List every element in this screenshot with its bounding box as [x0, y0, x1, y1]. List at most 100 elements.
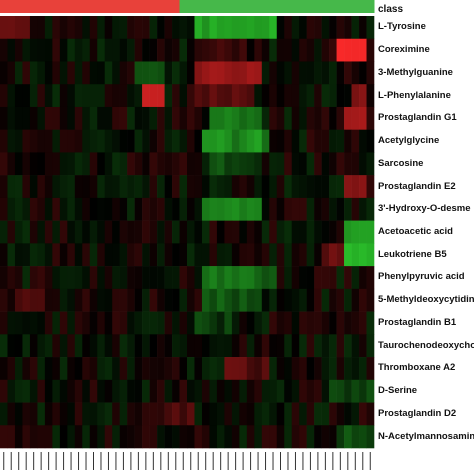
heatmap-cell — [276, 266, 285, 290]
heatmap-cell — [7, 197, 16, 221]
heatmap-cell — [44, 266, 53, 290]
heatmap-cell — [134, 175, 143, 199]
heatmap-cell — [97, 243, 106, 267]
heatmap-cell — [97, 288, 106, 312]
heatmap-cell — [164, 152, 173, 176]
heatmap-cell — [59, 61, 68, 85]
heatmap-cell — [194, 311, 203, 335]
heatmap-cell — [351, 334, 360, 358]
heatmap-cell — [351, 379, 360, 403]
heatmap-cell — [74, 334, 83, 358]
heatmap-cell — [157, 197, 165, 221]
class-group-1 — [0, 0, 181, 13]
heatmap-cell — [224, 152, 233, 176]
heatmap-cell — [172, 175, 180, 199]
heatmap-cell — [201, 197, 210, 221]
heatmap-cell — [306, 311, 315, 335]
heatmap-cell — [22, 220, 31, 244]
heatmap-cell — [209, 106, 218, 130]
heatmap-cell — [359, 16, 367, 40]
heatmap-cell — [67, 106, 76, 130]
heatmap-cell — [231, 197, 240, 221]
heatmap-cell — [246, 152, 255, 176]
heatmap-cell — [7, 38, 16, 62]
row-label: Prostaglandin G1 — [378, 112, 457, 124]
heatmap-cell — [329, 357, 337, 381]
heatmap-cell — [134, 16, 143, 40]
heatmap-cell — [359, 425, 367, 449]
heatmap-cell — [134, 220, 143, 244]
heatmap-cell — [336, 243, 345, 267]
heatmap-cell — [359, 84, 367, 108]
heatmap-cell — [299, 129, 307, 153]
heatmap-cell — [164, 220, 173, 244]
heatmap-cell — [269, 243, 278, 267]
heatmap-cell — [209, 61, 218, 85]
heatmap-cell — [209, 311, 218, 335]
heatmap-cell — [209, 152, 218, 176]
heatmap-cell — [22, 38, 31, 62]
heatmap-cell — [7, 152, 16, 176]
heatmap-cell — [201, 175, 210, 199]
heatmap-cell — [29, 220, 38, 244]
heatmap-cell — [67, 84, 76, 108]
heatmap-cell — [224, 38, 233, 62]
heatmap-cell — [351, 38, 360, 62]
heatmap-cell — [29, 16, 38, 40]
heatmap-cell — [59, 197, 68, 221]
heatmap-cell — [231, 425, 240, 449]
heatmap-cell — [134, 129, 143, 153]
heatmap-cell — [149, 402, 158, 426]
heatmap-cell — [52, 425, 61, 449]
heatmap-cell — [246, 288, 255, 312]
heatmap-cell — [194, 197, 203, 221]
heatmap-cell — [149, 266, 158, 290]
heatmap-cell — [89, 266, 98, 290]
heatmap-cell — [127, 425, 135, 449]
heatmap-cell — [59, 220, 68, 244]
heatmap-cell — [164, 197, 173, 221]
heatmap-cell — [306, 84, 315, 108]
heatmap-cell — [216, 379, 225, 403]
heatmap-cell — [321, 402, 330, 426]
heatmap-cell — [359, 334, 367, 358]
heatmap-cell — [299, 379, 307, 403]
heatmap-cell — [127, 106, 135, 130]
heatmap-cell — [299, 197, 307, 221]
heatmap-cell — [179, 311, 188, 335]
heatmap-cell — [306, 197, 315, 221]
heatmap-cell — [119, 38, 128, 62]
heatmap-cell — [209, 334, 218, 358]
heatmap-cell — [37, 106, 46, 130]
heatmap-cell — [359, 243, 367, 267]
heatmap-cell — [0, 311, 8, 335]
heatmap-cell — [59, 334, 68, 358]
heatmap-cell — [97, 84, 106, 108]
heatmap-cell — [44, 16, 53, 40]
heatmap-cell — [74, 288, 83, 312]
heatmap-cell — [82, 266, 91, 290]
heatmap-cell — [74, 402, 83, 426]
heatmap-cell — [67, 129, 76, 153]
heatmap-cell — [344, 38, 352, 62]
heatmap-cell — [336, 334, 345, 358]
heatmap-cell — [194, 61, 203, 85]
heatmap-cell — [82, 357, 91, 381]
heatmap-cell — [351, 84, 360, 108]
heatmap-cell — [299, 84, 307, 108]
heatmap-cell — [104, 16, 113, 40]
heatmap-cell — [149, 379, 158, 403]
heatmap-cell — [14, 106, 23, 130]
heatmap-cell — [216, 425, 225, 449]
heatmap-cell — [104, 197, 113, 221]
heatmap-cell — [134, 402, 143, 426]
heatmap-cell — [59, 266, 68, 290]
heatmap-cell — [59, 402, 68, 426]
heatmap-cell — [82, 16, 91, 40]
heatmap-cell — [344, 266, 352, 290]
heatmap-cell — [142, 357, 150, 381]
heatmap-cell — [172, 106, 180, 130]
heatmap-cell — [7, 220, 16, 244]
heatmap-cell — [37, 357, 46, 381]
heatmap-cell — [329, 61, 337, 85]
